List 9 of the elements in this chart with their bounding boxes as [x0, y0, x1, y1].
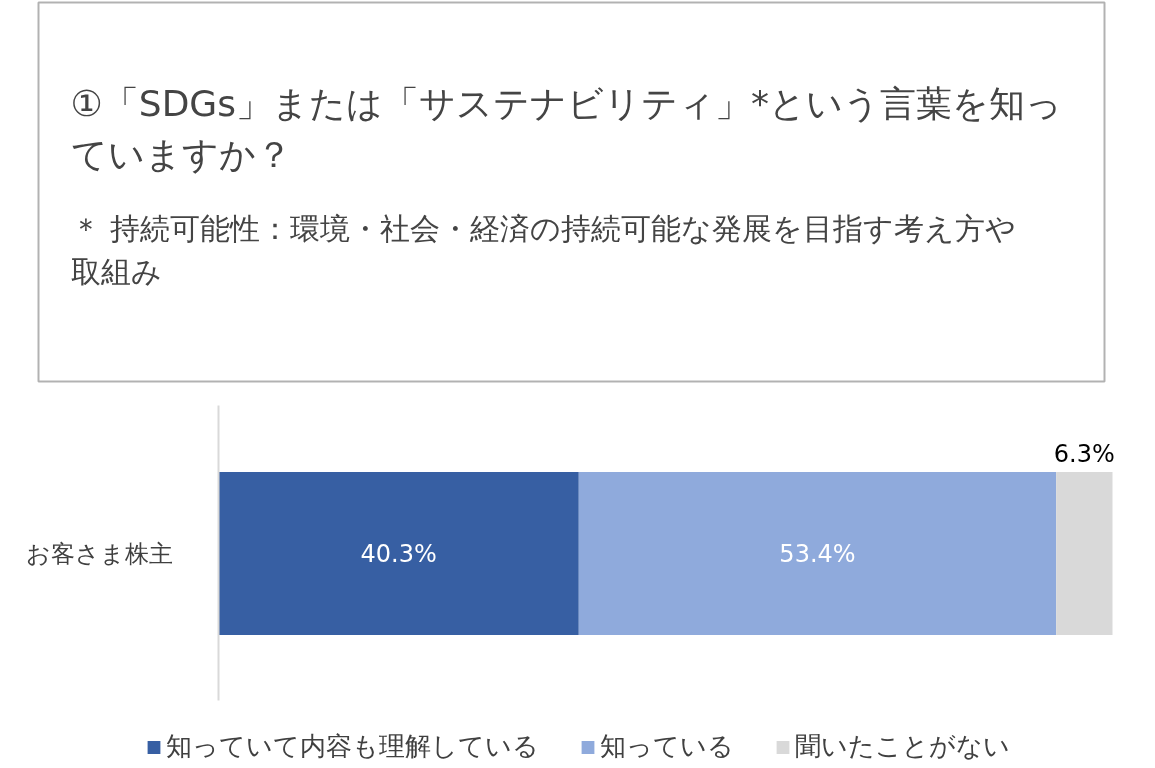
data-label: 40.3% [360, 539, 437, 568]
data-label: 6.3% [1053, 440, 1115, 468]
legend-label: 知っている [600, 730, 734, 763]
chart-title: ①「SDGs」または「サステナビリティ」*という言葉を知っていますか？ [70, 82, 1062, 175]
legend-label: 知っていて内容も理解している [166, 730, 539, 763]
chart-subtitle: ＊ 持続可能性：環境・社会・経済の持続可能な発展を目指す考え方や取組み [70, 210, 1017, 290]
y-tick-label: お客さま株主 [25, 539, 173, 568]
data-label: 53.4% [779, 539, 856, 568]
legend-label: 聞いたことがない [795, 730, 1010, 763]
